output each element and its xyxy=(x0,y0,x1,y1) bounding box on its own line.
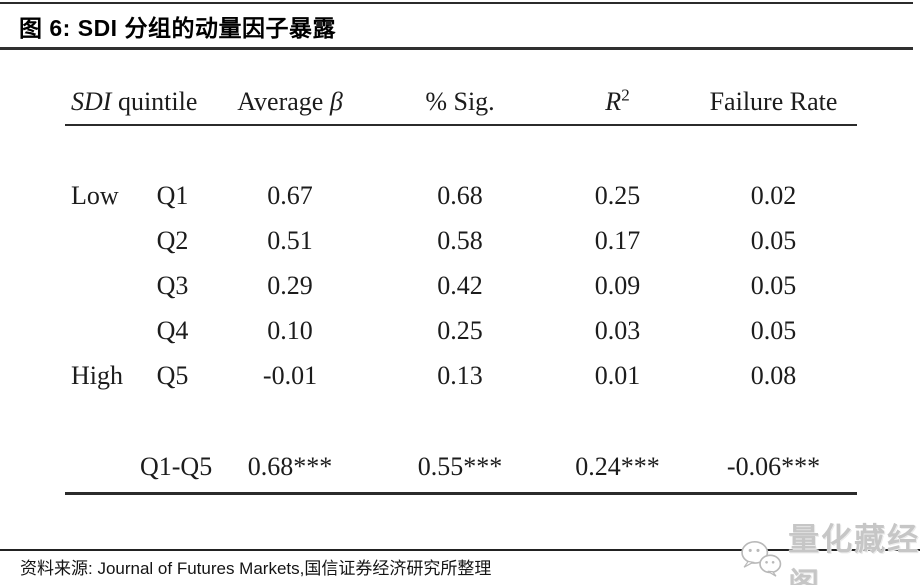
quintile-cell: Q5 xyxy=(156,360,189,390)
r2-cell: 0.03 xyxy=(594,315,641,345)
quintile-cell: Q4 xyxy=(156,315,189,345)
pct-sig-cell: 0.55*** xyxy=(417,452,503,482)
failure-rate-cell: 0.05 xyxy=(750,315,797,345)
header-beta-symbol: β xyxy=(329,87,343,116)
pct-sig-cell: 0.68 xyxy=(437,180,483,210)
r2-cell: 0.17 xyxy=(594,225,641,255)
table-row-q3: Q3 0.29 0.42 0.09 0.05 xyxy=(65,263,857,308)
failure-rate-cell: 0.02 xyxy=(750,180,797,210)
quintile-cell: Q1-Q5 xyxy=(140,452,213,482)
header-sdi-quintile: SDI quintile xyxy=(65,80,205,125)
sdi-quintile-table: SDI quintile Average β % Sig. R2 Failure… xyxy=(65,80,857,495)
title-divider xyxy=(0,47,913,50)
pct-sig-cell: 0.25 xyxy=(437,315,483,345)
source-note: 资料来源: Journal of Futures Markets,国信证券经济研… xyxy=(20,559,492,578)
table-row-q1: Low Q1 0.67 0.68 0.25 0.02 xyxy=(65,173,857,218)
group-cell xyxy=(65,443,140,493)
header-sdi-label: SDI xyxy=(71,87,112,116)
avg-beta-cell: 0.51 xyxy=(267,225,313,255)
r2-cell: 0.09 xyxy=(594,270,641,300)
quintile-cell: Q2 xyxy=(156,225,189,255)
avg-beta-cell: 0.10 xyxy=(267,315,313,345)
avg-beta-cell: 0.67 xyxy=(267,180,313,210)
pct-sig-cell: 0.13 xyxy=(437,360,483,390)
header-quintile-label: quintile xyxy=(111,87,198,116)
group-cell: High xyxy=(71,360,123,390)
table-header-row: SDI quintile Average β % Sig. R2 Failure… xyxy=(65,80,857,125)
r2-cell: 0.24*** xyxy=(575,452,660,482)
group-cell xyxy=(65,308,140,353)
watermark: 量化藏经阁 xyxy=(740,514,923,585)
footer-divider xyxy=(0,549,920,551)
header-pct-sig: % Sig. xyxy=(425,87,495,116)
header-r-squared: R2 xyxy=(545,80,690,125)
watermark-text: 量化藏经阁 xyxy=(788,522,921,585)
spacer-row xyxy=(65,125,857,173)
avg-beta-cell: 0.68*** xyxy=(247,452,333,482)
header-failure-rate: Failure Rate xyxy=(709,87,838,116)
table-row-q2: Q2 0.51 0.58 0.17 0.05 xyxy=(65,218,857,263)
top-divider xyxy=(0,2,913,4)
avg-beta-cell: -0.01 xyxy=(262,360,318,390)
header-r-superscript: 2 xyxy=(621,85,630,105)
r2-cell: 0.01 xyxy=(594,360,641,390)
failure-rate-cell: -0.06*** xyxy=(726,452,821,482)
avg-beta-cell: 0.29 xyxy=(267,270,313,300)
table-row-q5: High Q5 -0.01 0.13 0.01 0.08 xyxy=(65,353,857,398)
pct-sig-cell: 0.58 xyxy=(437,225,483,255)
wechat-icon xyxy=(741,541,782,577)
header-average-label: Average xyxy=(237,87,330,116)
table-row-q4: Q4 0.10 0.25 0.03 0.05 xyxy=(65,308,857,353)
header-average-beta: Average β xyxy=(205,80,375,125)
failure-rate-cell: 0.05 xyxy=(750,270,797,300)
failure-rate-cell: 0.05 xyxy=(750,225,797,255)
group-cell xyxy=(65,263,140,308)
pct-sig-cell: 0.42 xyxy=(437,270,483,300)
group-cell: Low xyxy=(71,180,119,210)
quintile-cell: Q1 xyxy=(156,180,189,210)
header-r-label: R xyxy=(605,87,622,116)
table-row-q1-minus-q5: Q1-Q5 0.68*** 0.55*** 0.24*** -0.06*** xyxy=(65,443,857,493)
group-cell xyxy=(65,218,140,263)
figure-title: 图 6: SDI 分组的动量因子暴露 xyxy=(19,15,336,41)
failure-rate-cell: 0.08 xyxy=(750,360,797,390)
quintile-cell: Q3 xyxy=(156,270,189,300)
spacer-row xyxy=(65,398,857,443)
r2-cell: 0.25 xyxy=(594,180,641,210)
